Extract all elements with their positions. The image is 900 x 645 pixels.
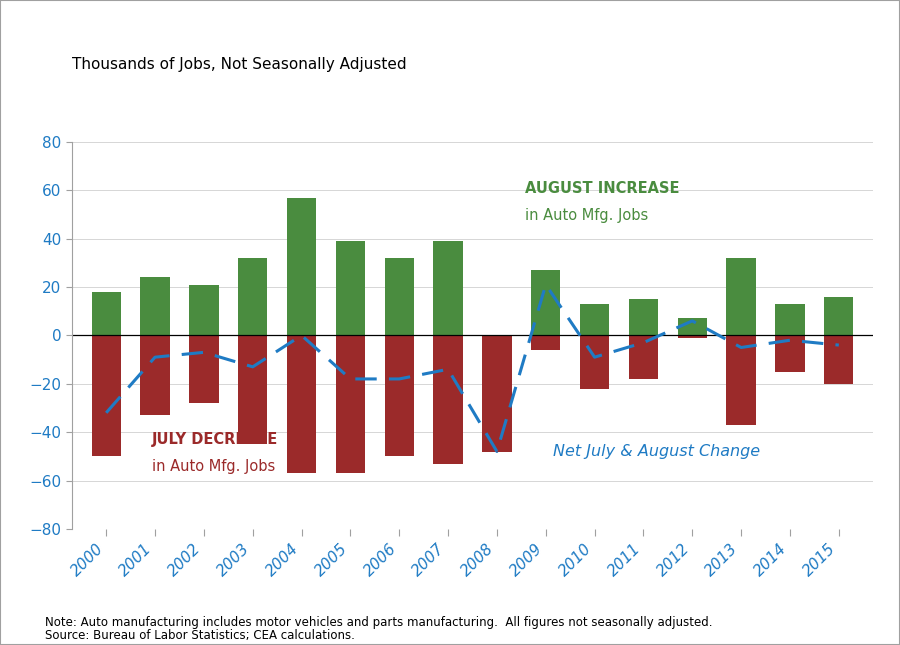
Bar [531,335,561,350]
Text: Note: Auto manufacturing includes motor vehicles and parts manufacturing.  All f: Note: Auto manufacturing includes motor … [45,616,713,629]
Bar [287,197,316,335]
Bar [287,335,316,473]
Bar [238,258,267,335]
Bar [384,335,414,457]
Bar [336,335,365,473]
Bar [140,335,170,415]
Bar [434,335,463,464]
Text: in Auto Mfg. Jobs: in Auto Mfg. Jobs [152,459,275,474]
Bar [629,299,658,335]
Bar [482,335,511,452]
Bar [629,335,658,379]
Bar [531,270,561,335]
Bar [824,335,853,384]
Text: Net July & August Change: Net July & August Change [553,444,760,459]
Bar [336,241,365,335]
Bar [580,304,609,335]
Bar [678,319,707,335]
Bar [678,335,707,338]
Bar [434,241,463,335]
Bar [726,335,756,425]
Bar [824,297,853,335]
Text: in Auto Mfg. Jobs: in Auto Mfg. Jobs [525,208,648,223]
Bar [775,304,805,335]
Text: JULY DECREASE: JULY DECREASE [152,432,278,447]
Bar [92,292,121,335]
Bar [189,284,219,335]
Text: Thousands of Jobs, Not Seasonally Adjusted: Thousands of Jobs, Not Seasonally Adjust… [72,57,407,72]
Text: AUGUST INCREASE: AUGUST INCREASE [525,181,680,195]
Bar [384,258,414,335]
Bar [580,335,609,388]
Bar [726,258,756,335]
Text: Source: Bureau of Labor Statistics; CEA calculations.: Source: Bureau of Labor Statistics; CEA … [45,629,355,642]
Bar [775,335,805,372]
Bar [238,335,267,444]
Bar [189,335,219,403]
Bar [140,277,170,335]
Bar [92,335,121,457]
